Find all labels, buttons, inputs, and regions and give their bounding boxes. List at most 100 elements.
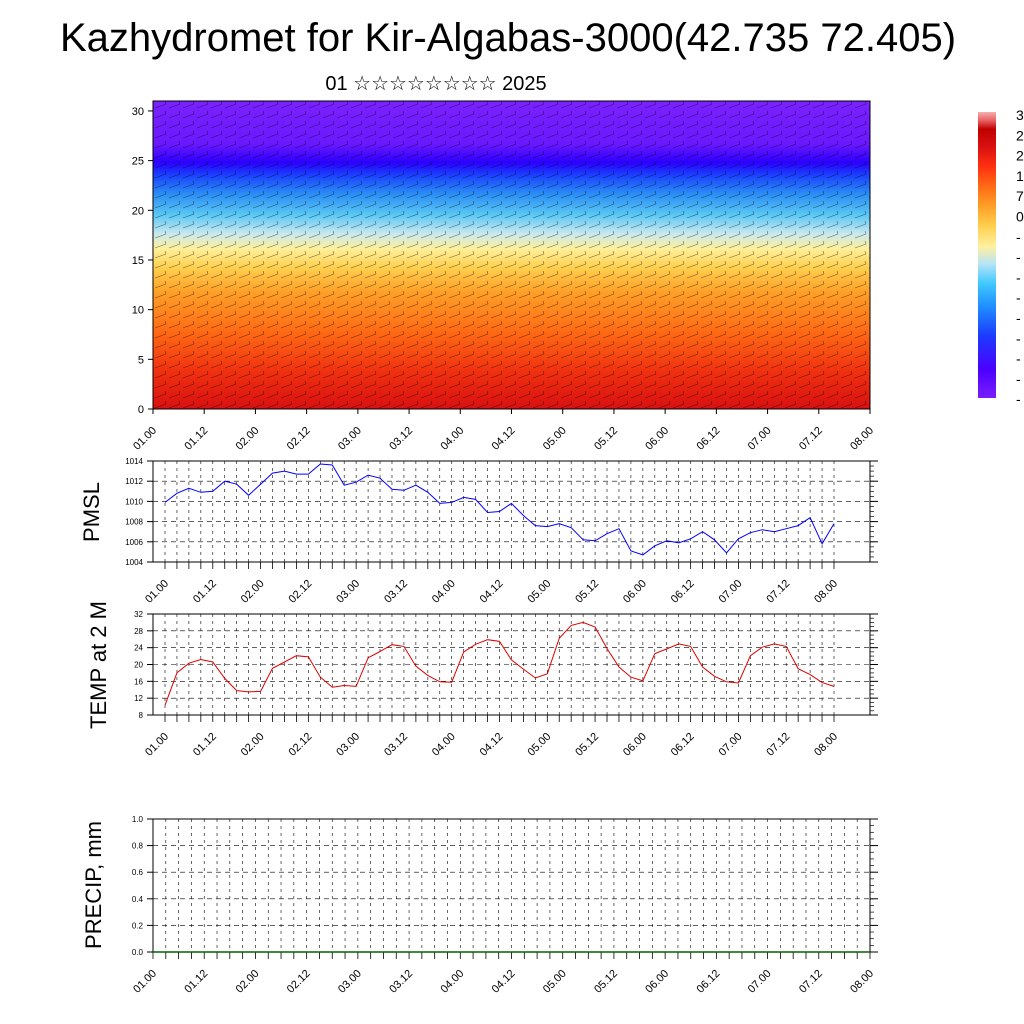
temp-x-tick-label: 04.00 [430,731,458,759]
profile-y-tick-label: 25 [132,156,144,168]
temp-x-tick-label: 06.12 [669,731,697,759]
pmsl-x-tick-label: 02.00 [239,578,267,606]
colorbar-label: - [1016,351,1021,367]
colorbar-label: 7 [1016,188,1024,204]
profile-x-tick-label: 06.12 [695,425,723,453]
pmsl-y-tick-label: 1014 [125,457,143,466]
temp-ylabel: TEMP at 2 M [86,601,111,729]
temp-y-tick-label: 28 [134,627,143,636]
pmsl-x-tick-label: 01.00 [143,578,171,606]
temp-x-tick-label: 04.12 [478,731,506,759]
precip-grid [152,818,871,959]
temp-grid [153,613,870,722]
precip-x-tick-label: 04.00 [438,968,466,996]
profile-x-tick-label: 02.12 [285,425,313,453]
pmsl-x-tick-label: 03.12 [382,578,410,606]
temp-x-tick-label: 07.00 [717,731,745,759]
precip-x-tick-label: 06.12 [695,968,723,996]
precip-x-tick-label: 06.00 [643,968,671,996]
precip-y-tick-label: 1.0 [132,815,144,824]
precip-y-axis: 0.0 0.2 0.4 0.6 0.8 1.0 [132,815,878,957]
pmsl-x-tick-label: 06.00 [621,578,649,606]
pmsl-panel: 1004 1006 1008 1010 1012 1014 01.00 01.12 02.00… [79,457,878,606]
pmsl-x-tick-label: 05.00 [525,578,553,606]
pmsl-x-tick-label: 07.00 [717,578,745,606]
temp-x-axis: 01.00 01.12 02.00 02.12 03.00 03.12 04.00 04.12… [143,731,840,759]
precip-y-tick-label: 0.8 [132,842,144,851]
precip-y-tick-label: 0.2 [132,921,144,930]
temp-y-tick-label: 12 [134,694,143,703]
pmsl-series-line [164,463,835,556]
temp-x-tick-label: 02.00 [239,731,267,759]
colorbar-label: - [1016,391,1021,407]
pmsl-x-tick-label: 05.12 [573,578,601,606]
profile-y-tick-label: 15 [132,255,144,267]
precip-x-tick-label: 03.12 [387,968,415,996]
pmsl-x-tick-label: 04.00 [430,578,458,606]
pmsl-ylabel: PMSL [79,482,104,542]
precip-x-tick-label: 05.00 [541,968,569,996]
wind-barbs-overlay [153,101,870,409]
precip-x-tick-label: 01.00 [131,968,159,996]
pmsl-x-axis: 01.00 01.12 02.00 02.12 03.00 03.12 04.00 04.12… [143,578,840,606]
pmsl-y-tick-label: 1010 [125,497,143,506]
temp-x-tick-label: 03.00 [334,731,362,759]
chart-subtitle: 01 ☆☆☆☆☆☆☆☆ 2025 [325,73,547,95]
colorbar-label: 2 [1016,148,1024,164]
colorbar-label: - [1016,310,1021,326]
pmsl-y-tick-label: 1004 [125,558,143,567]
temp-y-tick-label: 16 [134,677,143,686]
profile-y-tick-label: 20 [132,205,144,217]
profile-panel: 0 5 10 15 20 25 30 01.00 01.12 02.00 02.12 03.00 03… [131,100,876,453]
profile-x-tick-label: 07.12 [797,425,825,453]
profile-x-tick-label: 01.00 [131,425,159,453]
precip-x-tick-label: 07.12 [797,968,825,996]
profile-x-tick-label: 07.00 [746,425,774,453]
temp-y-tick-label: 32 [134,610,143,619]
profile-x-tick-label: 04.12 [490,425,518,453]
chart-title: Kazhydromet for Kir-Algabas-3000(42.735 … [59,16,957,60]
temp-x-tick-label: 05.12 [573,731,601,759]
profile-y-tick-label: 5 [138,354,144,366]
colorbar-label: - [1016,290,1021,306]
pmsl-x-tick-label: 07.12 [764,578,792,606]
pmsl-x-tick-label: 02.12 [287,578,315,606]
profile-x-tick-label: 04.00 [438,425,466,453]
temp-x-tick-label: 03.12 [382,731,410,759]
colorbar-label: - [1016,269,1021,285]
colorbar-label: - [1016,229,1021,245]
profile-x-tick-label: 03.00 [336,425,364,453]
precip-x-tick-label: 05.12 [592,968,620,996]
pmsl-y-tick-label: 1012 [125,477,143,486]
colorbar: 3 2 2 1 7 0 - - - - - - - - - [978,107,1024,407]
precip-ylabel: PRECIP, mm [81,821,106,949]
temp-x-tick-label: 01.12 [191,731,219,759]
temp-x-tick-label: 06.00 [621,731,649,759]
pmsl-y-tick-label: 1008 [125,518,143,527]
precip-x-tick-label: 01.12 [182,968,210,996]
pmsl-grid [153,460,870,569]
pmsl-x-tick-label: 08.00 [812,578,840,606]
profile-x-tick-label: 03.12 [387,425,415,453]
temp-y-tick-label: 20 [134,661,143,670]
temp-x-tick-label: 08.00 [812,731,840,759]
colorbar-label: 0 [1016,209,1024,225]
profile-x-tick-label: 01.12 [182,425,210,453]
temp-x-tick-label: 02.12 [287,731,315,759]
precip-y-tick-label: 0.0 [132,948,144,957]
profile-x-tick-label: 05.00 [541,425,569,453]
temp-y-tick-label: 8 [139,711,144,720]
precip-y-tick-label: 0.4 [132,895,144,904]
pmsl-y-axis: 1004 1006 1008 1010 1012 1014 [125,457,878,567]
colorbar-label: 3 [1016,107,1024,123]
temp-y-axis: 8 12 16 20 24 28 32 [134,610,878,720]
precip-x-tick-label: 02.12 [285,968,313,996]
profile-x-tick-label: 02.00 [234,425,262,453]
precip-x-tick-label: 07.00 [746,968,774,996]
pmsl-x-tick-label: 04.12 [478,578,506,606]
profile-y-tick-label: 0 [138,404,144,416]
colorbar-label: 1 [1016,168,1024,184]
temp-x-tick-label: 01.00 [143,731,171,759]
profile-x-tick-label: 08.00 [848,425,876,453]
